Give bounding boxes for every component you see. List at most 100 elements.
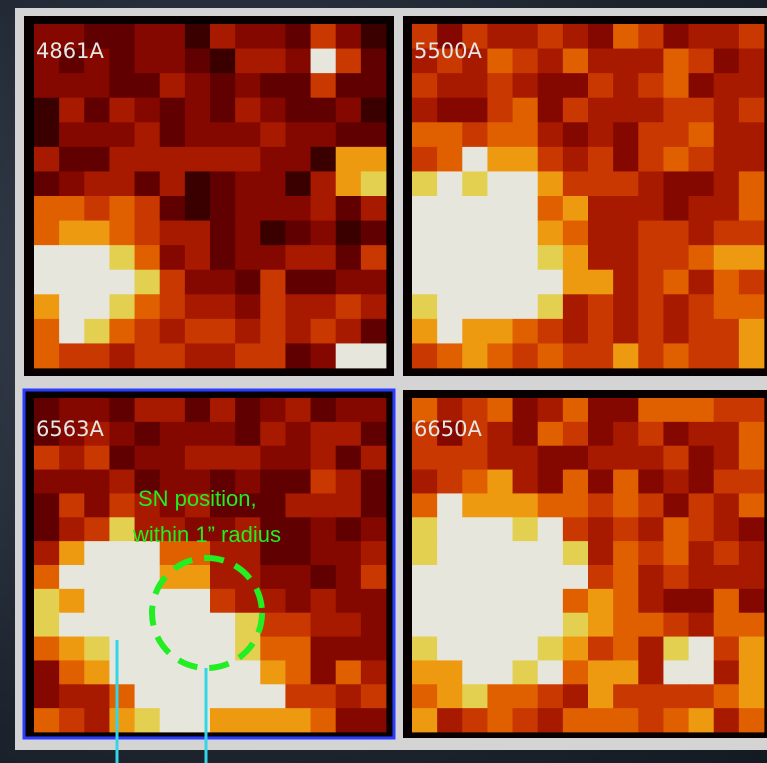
- pixel: [361, 398, 387, 422]
- pixel: [437, 122, 463, 147]
- pixel: [588, 270, 614, 295]
- pixel: [613, 221, 639, 246]
- pixel: [84, 660, 110, 684]
- pixel: [109, 470, 135, 494]
- pixel: [336, 398, 362, 422]
- pixel: [109, 343, 135, 368]
- pixel: [185, 49, 211, 74]
- pixel: [462, 708, 488, 732]
- pixel: [285, 294, 311, 319]
- pixel: [638, 684, 664, 708]
- pixel: [34, 294, 60, 319]
- pixel: [361, 708, 387, 732]
- pixel: [210, 637, 236, 661]
- pixel: [739, 73, 765, 98]
- pixel: [260, 319, 286, 344]
- pixel: [135, 98, 161, 123]
- pixel: [714, 446, 740, 470]
- pixel: [689, 708, 715, 732]
- pixel: [260, 684, 286, 708]
- pixel: [412, 221, 438, 246]
- pixel: [260, 171, 286, 196]
- pixel: [84, 294, 110, 319]
- page: 4861A 5500A 6563A 6650A SN position, wit…: [0, 0, 767, 763]
- pixel: [235, 343, 261, 368]
- pixel: [84, 684, 110, 708]
- pixel: [59, 493, 85, 517]
- pixel: [663, 398, 689, 422]
- pixel: [613, 319, 639, 344]
- pixel: [487, 589, 513, 613]
- pixel: [260, 245, 286, 270]
- pixel: [739, 541, 765, 565]
- pixel: [59, 613, 85, 637]
- pixel: [84, 613, 110, 637]
- pixel: [260, 565, 286, 589]
- pixel: [613, 122, 639, 147]
- pixel: [260, 398, 286, 422]
- pixel: [285, 470, 311, 494]
- pixel: [160, 422, 186, 446]
- pixel: [235, 294, 261, 319]
- pixel: [34, 517, 60, 541]
- pixel: [437, 343, 463, 368]
- pixel: [513, 517, 539, 541]
- pixel: [361, 98, 387, 123]
- pixel: [739, 221, 765, 246]
- pixel: [437, 446, 463, 470]
- pixel: [311, 708, 337, 732]
- pixel: [285, 122, 311, 147]
- pixel: [563, 589, 589, 613]
- pixel: [563, 221, 589, 246]
- pixel: [462, 470, 488, 494]
- pixel: [210, 49, 236, 74]
- pixel: [638, 541, 664, 565]
- pixel: [689, 565, 715, 589]
- pixel: [487, 122, 513, 147]
- pixel: [336, 613, 362, 637]
- pixel: [513, 294, 539, 319]
- pixel: [513, 637, 539, 661]
- pixel: [336, 294, 362, 319]
- pixel: [563, 73, 589, 98]
- pixel: [135, 343, 161, 368]
- pixel: [437, 270, 463, 295]
- pixel: [513, 541, 539, 565]
- pixel: [588, 589, 614, 613]
- pixel: [59, 171, 85, 196]
- pixel: [538, 24, 564, 49]
- pixel: [260, 147, 286, 172]
- pixel: [513, 98, 539, 123]
- pixel: [34, 319, 60, 344]
- pixel: [563, 294, 589, 319]
- pixel: [563, 98, 589, 123]
- pixel: [563, 470, 589, 494]
- pixel: [336, 565, 362, 589]
- pixel: [663, 294, 689, 319]
- pixel: [663, 684, 689, 708]
- pixel: [739, 446, 765, 470]
- pixel: [588, 493, 614, 517]
- pixel: [513, 245, 539, 270]
- pixel: [59, 73, 85, 98]
- pixel: [135, 196, 161, 221]
- pixel: [34, 446, 60, 470]
- pixel: [34, 147, 60, 172]
- pixel: [462, 221, 488, 246]
- pixel: [285, 708, 311, 732]
- pixel: [235, 684, 261, 708]
- pixel: [437, 517, 463, 541]
- pixel: [109, 422, 135, 446]
- pixel: [109, 24, 135, 49]
- pixel: [311, 98, 337, 123]
- pixel: [638, 398, 664, 422]
- pixel: [311, 147, 337, 172]
- pixel: [336, 541, 362, 565]
- pixel: [538, 343, 564, 368]
- pixel: [361, 270, 387, 295]
- pixel: [538, 221, 564, 246]
- pixel: [588, 446, 614, 470]
- pixel: [135, 171, 161, 196]
- pixel: [135, 73, 161, 98]
- pixel: [487, 98, 513, 123]
